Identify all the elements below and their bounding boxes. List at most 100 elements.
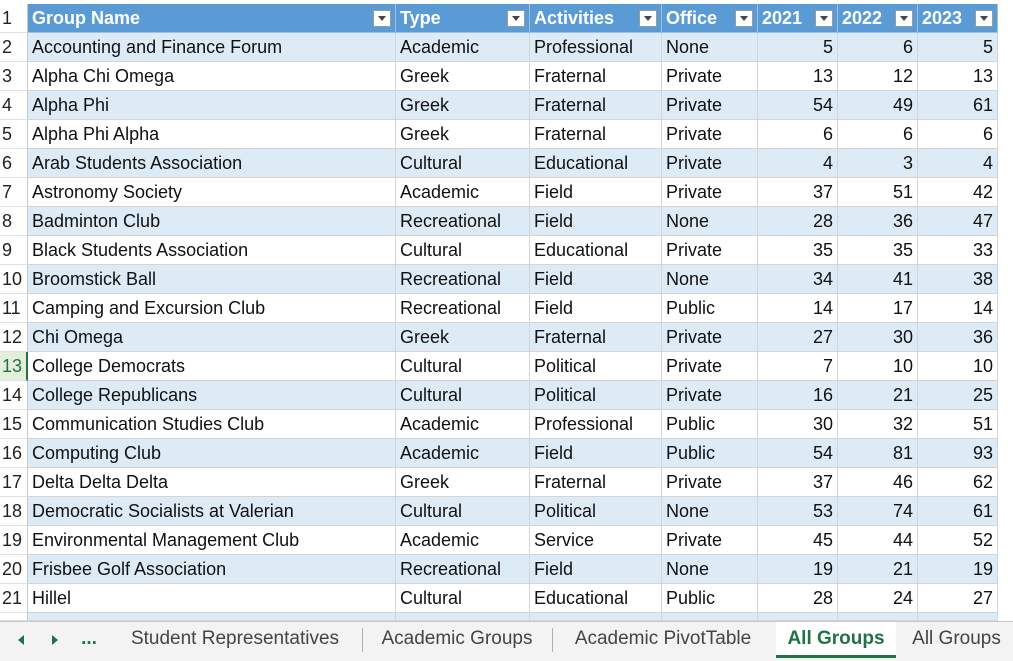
row-number: 3 [0,62,28,91]
cell: 30 [758,410,838,439]
cell: Private [662,526,758,555]
row-number: 10 [0,265,28,294]
cell: 28 [758,207,838,236]
cell: Greek [396,468,530,497]
cell: 74 [838,497,918,526]
tab-separator [362,628,363,652]
cell: Private [662,323,758,352]
cell: 16 [758,381,838,410]
cell: 6 [838,33,918,62]
cell: Academic [396,526,530,555]
cell: Private [662,149,758,178]
cell: Private [662,178,758,207]
cell: Private [662,352,758,381]
cell: Alpha Phi [28,91,396,120]
cell: Frisbee Golf Association [28,555,396,584]
cell-partial [662,613,758,621]
sheet-tab[interactable]: Academic Groups [381,628,533,649]
cell: 38 [918,265,998,294]
cell: None [662,265,758,294]
cell: Academic [396,178,530,207]
cell: Professional [530,33,662,62]
column-header-text: 2021 [762,8,803,28]
cell: Democratic Socialists at Valerian [28,497,396,526]
cell: Field [530,439,662,468]
sheet-tab[interactable]: All Groups [776,622,896,658]
cell: Astronomy Society [28,178,396,207]
cell: Chi Omega [28,323,396,352]
cell: Greek [396,120,530,149]
next-sheet[interactable] [52,635,58,645]
row-number: 2 [0,33,28,62]
column-header: Office [662,4,758,33]
cell: 34 [758,265,838,294]
cell: 13 [918,62,998,91]
cell: Academic [396,439,530,468]
cell: Educational [530,236,662,265]
cell: Fraternal [530,91,662,120]
cell: 17 [838,294,918,323]
filter-button[interactable] [373,10,391,27]
cell: 54 [758,439,838,468]
cell: 19 [758,555,838,584]
more-sheets[interactable]: ... [81,628,97,649]
cell: 49 [838,91,918,120]
column-header-text: Activities [534,8,615,28]
cell-partial [918,613,998,621]
sheet-tab[interactable]: Student Representatives [130,628,340,649]
cell: 24 [838,584,918,613]
column-header-text: Type [400,8,441,28]
row-number: 20 [0,555,28,584]
cell: 36 [838,207,918,236]
row-number: 6 [0,149,28,178]
cell: 27 [918,584,998,613]
cell-partial [758,613,838,621]
cell: Greek [396,323,530,352]
cell: 4 [918,149,998,178]
cell: Public [662,439,758,468]
prev-sheet[interactable] [18,635,24,645]
cell: 4 [758,149,838,178]
row-number: 9 [0,236,28,265]
cell: 51 [838,178,918,207]
cell: Fraternal [530,468,662,497]
cell: Cultural [396,236,530,265]
cell: Camping and Excursion Club [28,294,396,323]
filter-button[interactable] [507,10,525,27]
row-number: 12 [0,323,28,352]
cell: Private [662,120,758,149]
cell: 35 [838,236,918,265]
cell: Communication Studies Club [28,410,396,439]
cell: 25 [918,381,998,410]
filter-button[interactable] [815,10,833,27]
column-header-text: 2022 [842,8,883,28]
cell: Professional [530,410,662,439]
cell: Fraternal [530,62,662,91]
cell: None [662,207,758,236]
filter-button[interactable] [735,10,753,27]
cell: 45 [758,526,838,555]
row-number: 21 [0,584,28,613]
row-number: 13 [0,352,28,381]
filter-button[interactable] [895,10,913,27]
row-number: 15 [0,410,28,439]
cell: Academic [396,410,530,439]
cell: 42 [918,178,998,207]
sheet-tab[interactable]: Academic PivotTable [574,628,752,649]
column-header: 2021 [758,4,838,33]
filter-button[interactable] [975,10,993,27]
cell: Alpha Phi Alpha [28,120,396,149]
cell-partial [396,613,530,621]
cell: 41 [838,265,918,294]
cell: Hillel [28,584,396,613]
cell: 5 [758,33,838,62]
sheet-tab[interactable]: All Groups [912,628,1001,649]
filter-button[interactable] [639,10,657,27]
row-number: 1 [0,4,28,33]
cell: Cultural [396,497,530,526]
cell: 37 [758,468,838,497]
cell: Cultural [396,352,530,381]
cell: 53 [758,497,838,526]
cell: 21 [838,381,918,410]
